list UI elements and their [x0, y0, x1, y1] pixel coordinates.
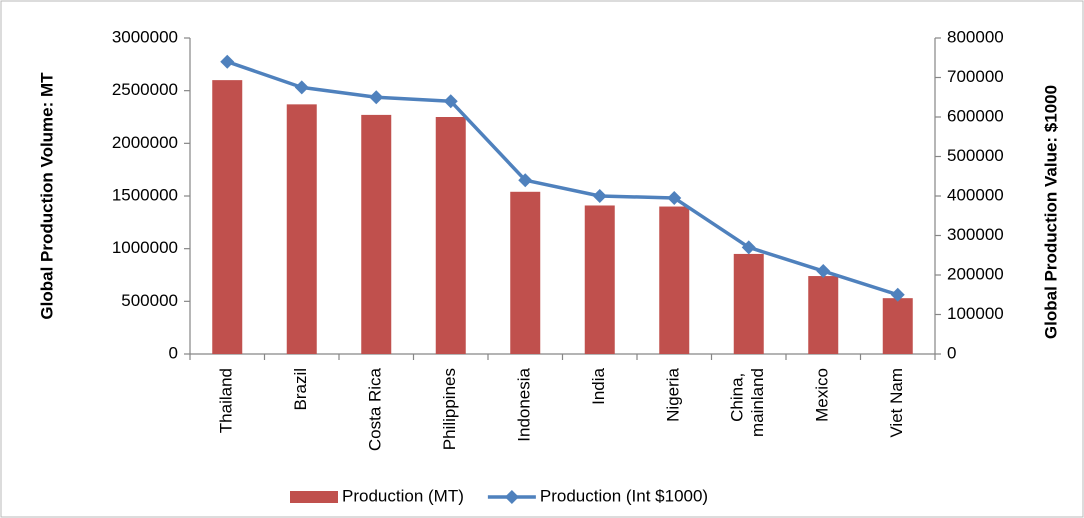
line-marker — [890, 287, 905, 302]
y2-tick-label: 0 — [947, 343, 956, 362]
bar — [584, 205, 615, 354]
y-tick-label: 2000000 — [112, 133, 178, 152]
bar — [286, 104, 317, 354]
line-marker — [294, 80, 309, 95]
y2-axis-title: Global Production Value: $1000 — [1041, 85, 1060, 339]
y2-tick-label: 600000 — [947, 106, 1004, 125]
line-marker — [816, 264, 831, 279]
bar — [659, 206, 690, 354]
y2-tick-label: 200000 — [947, 264, 1004, 283]
y-tick-label: 0 — [169, 343, 178, 362]
y2-tick-label: 400000 — [947, 185, 1004, 204]
x-tick-label: Viet Nam — [887, 368, 906, 438]
x-tick-label: Brazil — [291, 368, 310, 411]
x-tick-label: India — [589, 367, 608, 404]
x-tick-label: Costa Rica — [366, 367, 385, 451]
line-marker — [741, 240, 756, 255]
line-marker — [220, 54, 235, 69]
bar — [808, 276, 839, 354]
x-tick-label: Mexico — [813, 368, 832, 422]
x-tick-label: Nigeria — [664, 367, 683, 421]
x-tick-label: Thailand — [217, 368, 236, 433]
x-tick-label: Philippines — [440, 368, 459, 450]
y2-tick-label: 300000 — [947, 225, 1004, 244]
line-marker — [369, 90, 384, 105]
bar — [733, 253, 764, 354]
line-marker — [592, 189, 607, 203]
bar — [435, 117, 466, 354]
y2-tick-label: 700000 — [947, 67, 1004, 86]
legend-label: Production (MT) — [342, 486, 464, 505]
x-tick-label: China, mainland — [728, 368, 767, 437]
legend-label: Production (Int $1000) — [540, 486, 708, 505]
line-marker — [667, 190, 682, 205]
y-tick-label: 500000 — [121, 291, 178, 310]
line-marker — [443, 94, 458, 109]
y2-tick-label: 100000 — [947, 304, 1004, 323]
bar — [361, 114, 392, 354]
y-tick-label: 2500000 — [112, 80, 178, 99]
bar — [510, 191, 541, 354]
x-tick-label: Indonesia — [515, 367, 534, 441]
legend-swatch-marker — [504, 490, 519, 504]
bar — [212, 80, 243, 354]
y-tick-label: 1500000 — [112, 185, 178, 204]
bar — [882, 298, 913, 354]
y-axis-title: Global Production Volume: MT — [37, 72, 56, 320]
y-tick-label: 1000000 — [112, 238, 178, 257]
y2-tick-label: 800000 — [947, 27, 1004, 46]
legend-swatch — [290, 491, 338, 503]
y-tick-label: 3000000 — [112, 27, 178, 46]
y2-tick-label: 500000 — [947, 146, 1004, 165]
line-marker — [518, 173, 533, 188]
line — [226, 60, 899, 297]
